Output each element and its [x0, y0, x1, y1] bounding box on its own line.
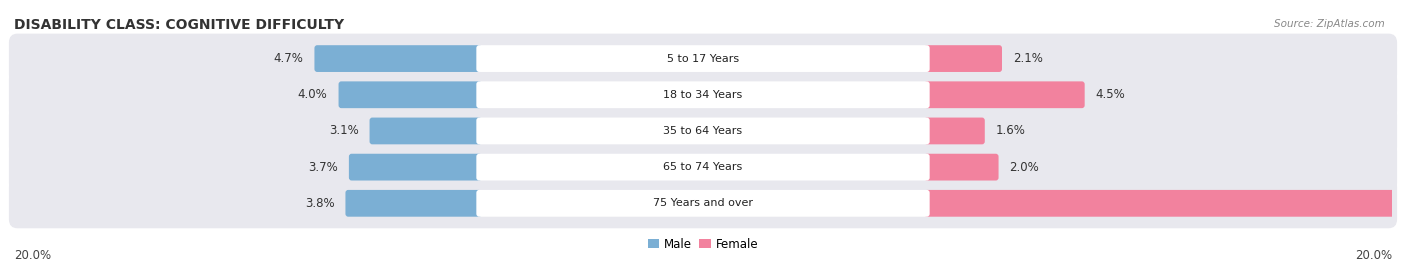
- Text: DISABILITY CLASS: COGNITIVE DIFFICULTY: DISABILITY CLASS: COGNITIVE DIFFICULTY: [14, 18, 344, 32]
- Text: 3.8%: 3.8%: [305, 197, 335, 210]
- Text: Source: ZipAtlas.com: Source: ZipAtlas.com: [1274, 19, 1385, 29]
- FancyBboxPatch shape: [924, 81, 1084, 108]
- FancyBboxPatch shape: [924, 154, 998, 181]
- Text: 3.1%: 3.1%: [329, 124, 359, 137]
- FancyBboxPatch shape: [346, 190, 482, 217]
- FancyBboxPatch shape: [8, 70, 1398, 120]
- FancyBboxPatch shape: [370, 117, 482, 144]
- Text: 35 to 64 Years: 35 to 64 Years: [664, 126, 742, 136]
- FancyBboxPatch shape: [477, 117, 929, 144]
- Text: 75 Years and over: 75 Years and over: [652, 198, 754, 208]
- FancyBboxPatch shape: [339, 81, 482, 108]
- FancyBboxPatch shape: [8, 106, 1398, 156]
- FancyBboxPatch shape: [924, 45, 1002, 72]
- Text: 20.0%: 20.0%: [1355, 248, 1392, 262]
- FancyBboxPatch shape: [924, 190, 1406, 217]
- Text: 65 to 74 Years: 65 to 74 Years: [664, 162, 742, 172]
- Text: 20.0%: 20.0%: [14, 248, 51, 262]
- Text: 4.5%: 4.5%: [1095, 88, 1125, 101]
- FancyBboxPatch shape: [8, 142, 1398, 192]
- FancyBboxPatch shape: [315, 45, 482, 72]
- Text: 3.7%: 3.7%: [308, 161, 337, 174]
- FancyBboxPatch shape: [477, 190, 929, 217]
- Text: 5 to 17 Years: 5 to 17 Years: [666, 53, 740, 64]
- Legend: Male, Female: Male, Female: [643, 233, 763, 255]
- Text: 1.6%: 1.6%: [995, 124, 1025, 137]
- FancyBboxPatch shape: [477, 81, 929, 108]
- Text: 2.1%: 2.1%: [1012, 52, 1043, 65]
- FancyBboxPatch shape: [924, 117, 984, 144]
- FancyBboxPatch shape: [8, 34, 1398, 83]
- Text: 18 to 34 Years: 18 to 34 Years: [664, 90, 742, 100]
- Text: 2.0%: 2.0%: [1010, 161, 1039, 174]
- FancyBboxPatch shape: [349, 154, 482, 181]
- FancyBboxPatch shape: [477, 45, 929, 72]
- FancyBboxPatch shape: [477, 154, 929, 181]
- Text: 4.0%: 4.0%: [298, 88, 328, 101]
- Text: 4.7%: 4.7%: [274, 52, 304, 65]
- FancyBboxPatch shape: [8, 178, 1398, 228]
